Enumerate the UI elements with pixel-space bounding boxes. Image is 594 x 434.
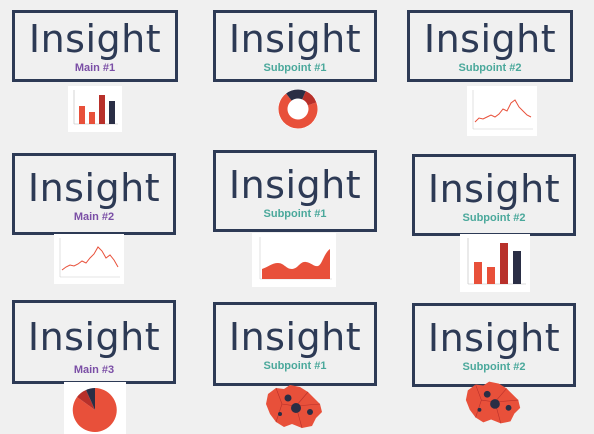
area-chart bbox=[259, 237, 332, 280]
area-series bbox=[262, 249, 330, 279]
insight-card-main-1: Insight Main #1 bbox=[12, 10, 178, 82]
donut-chart-thumbnail bbox=[275, 86, 321, 132]
card-label: Main #2 bbox=[73, 211, 115, 223]
bar bbox=[99, 95, 105, 124]
map-thumbnail bbox=[462, 376, 526, 428]
map-marker bbox=[490, 399, 500, 409]
bar bbox=[474, 262, 482, 284]
bar bbox=[513, 251, 521, 284]
donut-segment bbox=[278, 89, 318, 129]
map bbox=[465, 381, 521, 424]
map bbox=[266, 385, 322, 429]
pie-slice bbox=[72, 388, 117, 432]
pie-chart bbox=[72, 388, 117, 432]
card-title: Insight bbox=[427, 316, 561, 360]
card-label: Main #1 bbox=[74, 62, 116, 74]
bar bbox=[89, 112, 95, 124]
card-title: Insight bbox=[228, 163, 362, 207]
card-label: Subpoint #1 bbox=[263, 360, 327, 372]
map-marker bbox=[278, 412, 282, 416]
insight-card-subpoint-2: Insight Subpoint #2 bbox=[407, 10, 573, 82]
map-marker bbox=[284, 394, 292, 402]
line-series bbox=[474, 99, 532, 123]
bar-chart bbox=[73, 90, 118, 125]
line-chart bbox=[59, 238, 120, 278]
bar-chart-thumbnail bbox=[460, 234, 530, 292]
card-title: Insight bbox=[27, 166, 161, 210]
map-marker bbox=[307, 409, 313, 415]
card-title: Insight bbox=[27, 315, 161, 359]
pie-slice bbox=[77, 390, 95, 410]
card-label: Subpoint #1 bbox=[263, 62, 327, 74]
bar-chart bbox=[467, 238, 526, 285]
card-label: Subpoint #1 bbox=[263, 208, 327, 220]
line-chart-thumbnail bbox=[467, 86, 537, 136]
card-label: Subpoint #2 bbox=[462, 361, 526, 373]
pie-slice bbox=[86, 388, 95, 410]
card-title: Insight bbox=[228, 315, 362, 359]
card-label: Subpoint #2 bbox=[462, 212, 526, 224]
map-marker bbox=[483, 390, 491, 398]
map-marker bbox=[291, 403, 301, 413]
card-title: Insight bbox=[28, 17, 162, 61]
map-marker bbox=[505, 404, 512, 411]
insight-card-subpoint-1: Insight Subpoint #1 bbox=[213, 302, 377, 386]
map-thumbnail bbox=[262, 380, 328, 432]
card-label: Subpoint #2 bbox=[458, 62, 522, 74]
donut-segment bbox=[278, 89, 318, 129]
donut-chart bbox=[278, 89, 318, 129]
insight-card-main-2: Insight Main #2 bbox=[12, 153, 176, 235]
line-series bbox=[61, 246, 119, 271]
bar bbox=[487, 267, 495, 284]
line-chart-thumbnail bbox=[54, 234, 124, 284]
card-label: Main #3 bbox=[73, 364, 115, 376]
bar bbox=[79, 106, 85, 124]
bar bbox=[109, 101, 115, 124]
line-chart bbox=[472, 90, 533, 130]
area-chart-thumbnail bbox=[252, 233, 336, 287]
insight-card-subpoint-1: Insight Subpoint #1 bbox=[213, 150, 377, 232]
card-title: Insight bbox=[423, 17, 557, 61]
insight-card-subpoint-2: Insight Subpoint #2 bbox=[412, 154, 576, 236]
insight-card-subpoint-2: Insight Subpoint #2 bbox=[412, 303, 576, 387]
pie-chart-thumbnail bbox=[64, 382, 126, 434]
insight-card-main-3: Insight Main #3 bbox=[12, 300, 176, 384]
bar-chart-thumbnail bbox=[68, 86, 122, 132]
card-title: Insight bbox=[427, 167, 561, 211]
map-marker bbox=[477, 407, 482, 412]
card-title: Insight bbox=[228, 17, 362, 61]
insight-card-subpoint-1: Insight Subpoint #1 bbox=[213, 10, 377, 82]
bar bbox=[500, 243, 508, 284]
